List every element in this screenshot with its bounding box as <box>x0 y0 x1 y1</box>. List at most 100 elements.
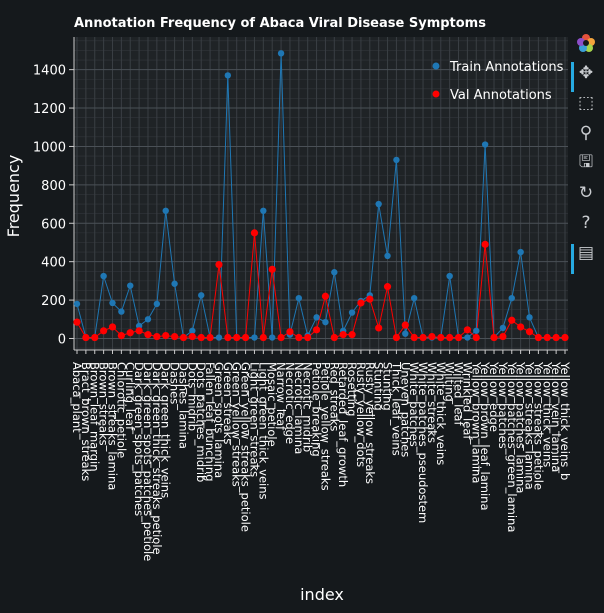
train-data-point[interactable] <box>446 272 453 280</box>
val-data-point[interactable] <box>419 333 427 342</box>
train-data-point[interactable] <box>215 334 223 341</box>
train-data-point[interactable] <box>464 334 471 341</box>
val-data-point[interactable] <box>153 332 161 341</box>
train-data-point[interactable] <box>260 207 267 214</box>
val-data-point[interactable] <box>295 333 303 342</box>
plot-area[interactable] <box>74 37 568 350</box>
train-data-point[interactable] <box>198 292 205 299</box>
val-data-point[interactable] <box>454 333 463 342</box>
save-tool-icon[interactable]: 🖫 <box>578 151 594 172</box>
val-data-point[interactable] <box>91 333 99 342</box>
train-data-point[interactable] <box>295 294 303 302</box>
val-data-point[interactable] <box>375 324 383 332</box>
train-data-point[interactable] <box>410 294 418 302</box>
train-data-point[interactable] <box>481 141 489 148</box>
val-data-point[interactable] <box>286 328 294 336</box>
val-data-point[interactable] <box>171 332 179 341</box>
val-data-point[interactable] <box>392 333 401 342</box>
val-data-point[interactable] <box>126 329 134 337</box>
val-data-point[interactable] <box>321 292 330 300</box>
val-data-point[interactable] <box>499 332 507 341</box>
val-data-point[interactable] <box>552 333 560 342</box>
train-data-point[interactable] <box>153 300 161 308</box>
val-data-point[interactable] <box>117 331 125 340</box>
val-data-point[interactable] <box>250 229 259 237</box>
val-data-point[interactable] <box>490 333 498 342</box>
bokeh-logo-icon[interactable] <box>572 30 600 56</box>
train-data-point[interactable] <box>269 334 276 341</box>
train-data-point[interactable] <box>127 282 134 289</box>
train-data-point[interactable] <box>517 248 524 256</box>
val-data-point[interactable] <box>304 333 312 342</box>
val-data-point[interactable] <box>508 316 516 324</box>
val-data-point[interactable] <box>410 333 418 342</box>
hover-tool-icon[interactable]: ▤ <box>577 243 595 263</box>
train-data-point[interactable] <box>473 327 480 334</box>
train-data-point[interactable] <box>322 318 329 326</box>
train-data-point[interactable] <box>508 294 515 302</box>
pan-tool-icon[interactable]: ✥ <box>578 63 594 83</box>
val-data-point[interactable] <box>197 333 205 342</box>
val-data-point[interactable] <box>259 333 267 342</box>
train-data-point[interactable] <box>331 269 338 276</box>
train-data-point[interactable] <box>100 272 107 280</box>
val-data-point[interactable] <box>437 333 445 342</box>
val-data-point[interactable] <box>383 283 392 291</box>
train-data-point[interactable] <box>277 50 285 57</box>
train-data-point[interactable] <box>526 314 533 321</box>
train-data-point[interactable] <box>73 300 81 308</box>
val-data-point[interactable] <box>108 323 117 331</box>
val-data-point[interactable] <box>224 333 232 342</box>
help-tool-icon[interactable]: ? <box>581 213 591 233</box>
val-data-point[interactable] <box>401 321 409 329</box>
train-data-point[interactable] <box>118 308 125 315</box>
train-data-point[interactable] <box>251 334 258 341</box>
train-data-point[interactable] <box>384 252 391 260</box>
box-zoom-tool-icon[interactable]: ⬚ <box>577 93 595 113</box>
val-data-point[interactable] <box>543 333 551 342</box>
train-data-point[interactable] <box>162 207 169 214</box>
val-data-point[interactable] <box>534 333 542 342</box>
val-data-point[interactable] <box>233 333 241 342</box>
legend[interactable]: Train Annotations Val Annotations <box>432 60 564 103</box>
val-data-point[interactable] <box>179 333 188 342</box>
val-data-point[interactable] <box>561 333 569 342</box>
wheel-zoom-tool-icon[interactable]: ⚲ <box>579 123 593 143</box>
train-data-point[interactable] <box>348 309 356 316</box>
train-data-point[interactable] <box>144 316 152 323</box>
val-data-point[interactable] <box>481 240 489 248</box>
train-data-point[interactable] <box>224 72 232 79</box>
val-data-point[interactable] <box>463 326 471 334</box>
reset-tool-icon[interactable]: ↻ <box>578 183 594 203</box>
train-data-point[interactable] <box>313 314 320 321</box>
val-data-point[interactable] <box>206 333 214 342</box>
val-data-point[interactable] <box>525 328 534 336</box>
val-data-point[interactable] <box>268 265 276 273</box>
train-data-point[interactable] <box>189 327 196 334</box>
val-data-point[interactable] <box>348 331 356 339</box>
val-data-point[interactable] <box>188 332 196 341</box>
val-data-point[interactable] <box>73 318 81 326</box>
val-data-point[interactable] <box>357 299 365 307</box>
val-data-point[interactable] <box>472 333 480 342</box>
val-data-point[interactable] <box>366 295 374 303</box>
train-data-point[interactable] <box>109 299 116 307</box>
val-data-point[interactable] <box>277 333 285 342</box>
train-data-point[interactable] <box>393 156 400 164</box>
train-data-point[interactable] <box>499 324 507 332</box>
val-data-point[interactable] <box>215 260 223 269</box>
val-data-point[interactable] <box>100 327 108 335</box>
val-data-point[interactable] <box>517 323 525 331</box>
val-data-point[interactable] <box>312 326 321 334</box>
train-data-point[interactable] <box>171 280 178 287</box>
val-data-point[interactable] <box>144 331 152 339</box>
train-data-point[interactable] <box>375 200 382 208</box>
val-data-point[interactable] <box>339 331 347 339</box>
train-data-point[interactable] <box>402 330 409 337</box>
val-data-point[interactable] <box>82 333 90 342</box>
val-data-point[interactable] <box>135 327 143 335</box>
val-data-point[interactable] <box>428 332 436 341</box>
val-data-point[interactable] <box>330 333 338 342</box>
val-data-point[interactable] <box>162 331 170 340</box>
val-data-point[interactable] <box>241 333 250 342</box>
